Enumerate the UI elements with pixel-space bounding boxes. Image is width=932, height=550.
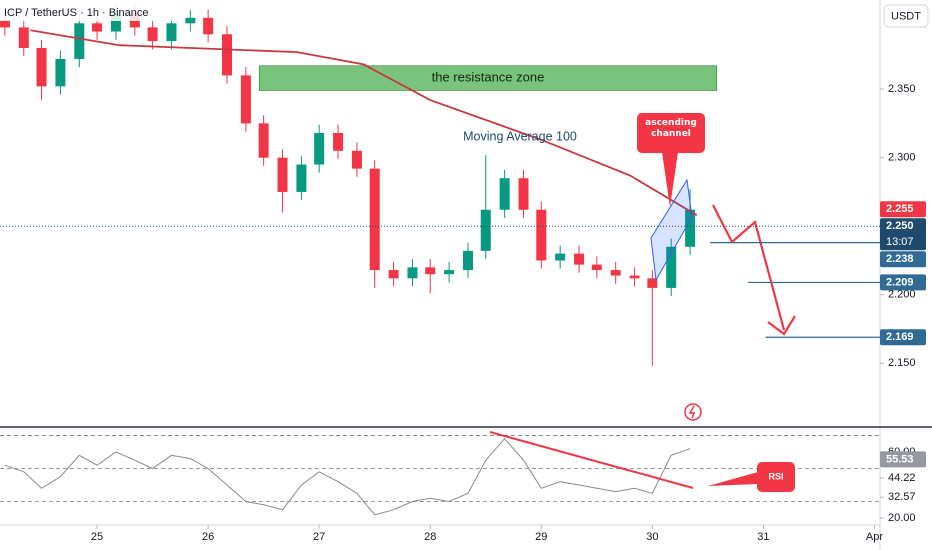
currency-label[interactable]: USDT [891, 10, 921, 22]
channel-callout [637, 113, 705, 153]
candle-body [18, 27, 29, 48]
price-badge [880, 218, 926, 251]
x-tick-label: 30 [646, 531, 658, 543]
x-tick-label: 28 [424, 531, 436, 543]
candle-body [591, 264, 602, 271]
plot-area: the resistance zone [0, 5, 880, 516]
x-tick-label: 31 [757, 531, 769, 543]
rsi-tick-label: 20.00 [888, 512, 916, 524]
candle-body [610, 270, 621, 276]
candle-body [258, 123, 269, 158]
candle-body [92, 23, 103, 32]
channel-callout-text: ascending channel [645, 118, 697, 139]
candle-body [369, 168, 380, 271]
candle-body [333, 132, 344, 151]
ascending-channel [650, 178, 693, 282]
candle-body [55, 58, 66, 87]
candle-body [110, 13, 121, 32]
x-tick-label: Apr [866, 531, 883, 543]
candle-body [666, 246, 677, 288]
candle-body [147, 27, 158, 42]
price-badge-label: 2.209 [886, 276, 914, 288]
candle-body [277, 157, 288, 192]
candle-body [388, 270, 399, 279]
candle-body [647, 278, 658, 288]
candle-body [574, 253, 585, 265]
rsi-tick-label: 32.57 [888, 491, 916, 503]
currency-button[interactable] [883, 4, 929, 28]
candle-body [536, 209, 547, 261]
price-badge-label: 2.255 [886, 203, 914, 215]
x-tick-label: 26 [202, 531, 214, 543]
candle-body [629, 275, 640, 279]
alert-icon-bolt[interactable] [688, 405, 696, 419]
resistance-zone-label: the resistance zone [432, 70, 545, 85]
candle-body [480, 209, 491, 251]
rsi-callout-text: RSI [768, 471, 783, 481]
arrow-head [767, 315, 796, 336]
ma-label: Moving Average 100 [463, 129, 577, 143]
y-tick-label: 2.150 [888, 357, 916, 369]
price-badge [880, 251, 926, 268]
alert-icon[interactable] [684, 403, 702, 421]
candle-body [221, 34, 232, 76]
y-tick-label: 2.200 [888, 289, 916, 301]
x-tick-label: 27 [313, 531, 325, 543]
candle-body [166, 23, 177, 42]
y-tick-label: 2.300 [888, 152, 916, 164]
candle-body [407, 267, 418, 279]
moving-average-line [30, 29, 698, 216]
rsi-last-label: 55.53 [886, 453, 914, 465]
candle-body [314, 132, 325, 165]
price-badge [880, 274, 926, 291]
projection-arrow [712, 204, 786, 331]
rsi-trend-line [489, 431, 694, 489]
candle-body [499, 178, 510, 210]
channel-callout-pointer [662, 152, 678, 207]
candle-body [185, 17, 196, 24]
rsi-line [4, 437, 691, 516]
x-tick-label: 25 [91, 531, 103, 543]
x-tick-label: 29 [535, 531, 547, 543]
candle-body [296, 164, 307, 192]
price-badge-label: 2.250 [886, 220, 914, 232]
price-badge-label: 2.238 [886, 253, 914, 265]
y-tick-label: 2.350 [888, 83, 916, 95]
candle-body [74, 23, 85, 59]
candle-body [203, 17, 214, 35]
resistance-zone [258, 65, 718, 91]
candle-body [685, 209, 696, 247]
price-badge [880, 329, 926, 346]
candle-body [518, 178, 529, 210]
title-background [0, 3, 172, 21]
candle-body [0, 20, 10, 28]
candle-body [425, 267, 436, 275]
candle-body [240, 75, 251, 124]
candle-body [444, 270, 455, 275]
candle-body [351, 150, 362, 169]
chart-title: ICP / TetherUS · 1h · Binance [4, 7, 149, 19]
price-badge-label: 2.169 [886, 331, 914, 343]
channel-callout-text-box: ascending channel [645, 118, 697, 139]
candle-body [555, 253, 566, 261]
rsi-callout-pointer [708, 472, 758, 486]
price-badge [880, 201, 926, 218]
rsi-last-badge [880, 451, 926, 468]
countdown-label: 13:07 [886, 236, 914, 248]
candle-body [462, 250, 473, 271]
rsi-tick-label: 44.22 [888, 472, 916, 484]
candle-body [36, 47, 47, 87]
rsi-callout [757, 462, 795, 492]
